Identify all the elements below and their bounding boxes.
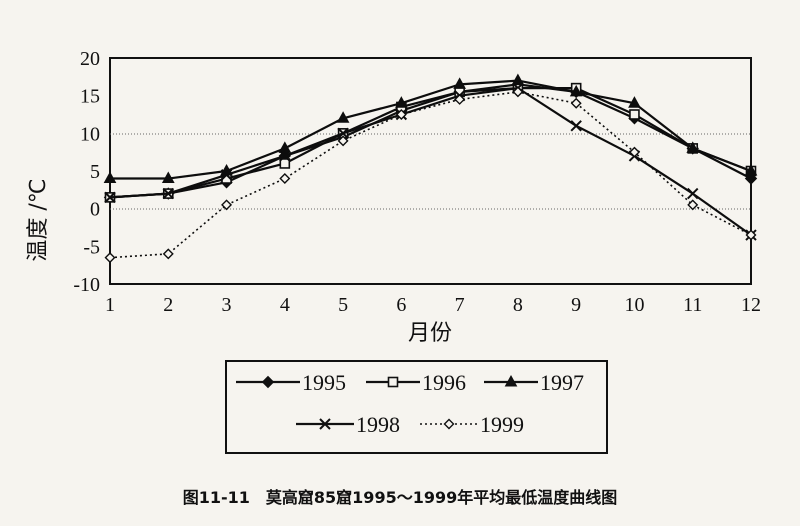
x-tick-label: 10 (624, 294, 644, 316)
x-tick-label: 2 (163, 294, 173, 316)
x-tick-label: 11 (683, 294, 702, 316)
legend-label: 1995 (302, 370, 346, 395)
legend-label: 1996 (422, 370, 466, 395)
series-line-1998 (109, 87, 752, 236)
data-point (162, 187, 174, 200)
x-tick-label: 6 (396, 294, 406, 316)
legend-marker (504, 374, 518, 387)
data-point (279, 173, 291, 185)
x-tick-label: 3 (222, 294, 232, 316)
legend-item-1997: 1997 (484, 370, 584, 395)
data-point (161, 171, 175, 184)
x-tick-label: 12 (741, 294, 761, 316)
data-point (628, 146, 640, 158)
legend-marker (261, 375, 275, 389)
legend-box (225, 360, 608, 454)
y-axis-title: 温度 /℃ (26, 178, 51, 261)
figure-caption: 图11-11 莫高窟85窟1995～1999年平均最低温度曲线图 (182, 488, 618, 507)
y-tick-label: -5 (83, 236, 100, 258)
data-point (570, 97, 582, 109)
data-point (337, 135, 349, 147)
data-point (220, 169, 233, 181)
data-point (686, 141, 700, 153)
y-tick-label: 0 (90, 199, 100, 221)
legend-marker (319, 418, 331, 430)
data-point (162, 248, 174, 260)
x-tick-label: 7 (455, 294, 465, 316)
data-point (569, 84, 583, 97)
data-point (511, 73, 525, 86)
data-point (453, 77, 466, 89)
x-tick-label: 9 (571, 294, 581, 316)
series-line-1995 (109, 83, 752, 199)
series-line-1997 (110, 79, 752, 180)
x-tick-label: 5 (338, 294, 348, 316)
y-tick-label: 10 (80, 123, 100, 145)
data-point (629, 109, 640, 120)
x-tick-label: 8 (513, 294, 523, 316)
data-point (279, 150, 291, 162)
x-axis-title: 月份 (408, 321, 452, 346)
data-point (687, 187, 699, 200)
x-tick-label: 1 (105, 294, 115, 316)
data-point (337, 127, 349, 140)
data-point (512, 86, 524, 98)
data-point (279, 158, 291, 169)
y-tick-label: 15 (80, 86, 100, 108)
y-tick-label: 5 (90, 161, 100, 183)
data-point (395, 109, 407, 120)
legend-item-1998: 1998 (296, 412, 400, 437)
x-tick-label: 4 (280, 294, 290, 316)
y-tick-label: -10 (73, 274, 100, 296)
data-point (104, 191, 116, 204)
legend-label: 1999 (480, 412, 524, 437)
data-point (103, 171, 117, 184)
data-point (104, 252, 116, 264)
series-1999 (104, 86, 757, 264)
data-point (395, 96, 408, 108)
legend-marker (387, 376, 399, 388)
data-point (221, 199, 233, 211)
y-axis-tick-labels: 20 15 10 5 0 -5 -10 (73, 48, 100, 296)
data-point (336, 111, 350, 123)
data-point (687, 199, 699, 211)
data-point (744, 163, 758, 176)
x-axis-tick-labels: 1 2 3 4 5 6 7 8 9 10 11 12 (105, 294, 761, 316)
data-point (745, 229, 757, 241)
legend-label: 1998 (356, 412, 400, 437)
data-point (570, 120, 582, 132)
legend-item-1999: 1999 (420, 412, 524, 437)
data-point (278, 141, 292, 153)
plot-frame (109, 57, 752, 285)
series-layer (103, 73, 758, 264)
legend: 1995 1996 1997 1998 1999 (236, 370, 584, 437)
legend-item-1996: 1996 (366, 370, 466, 395)
legend-marker (443, 418, 455, 430)
series-line-1996 (109, 87, 752, 199)
legend-item-1995: 1995 (236, 370, 346, 395)
series-line-1999 (109, 91, 752, 259)
y-tick-label: 20 (80, 48, 100, 70)
legend-label: 1997 (540, 370, 584, 395)
data-point (454, 93, 466, 105)
data-point (628, 96, 641, 108)
